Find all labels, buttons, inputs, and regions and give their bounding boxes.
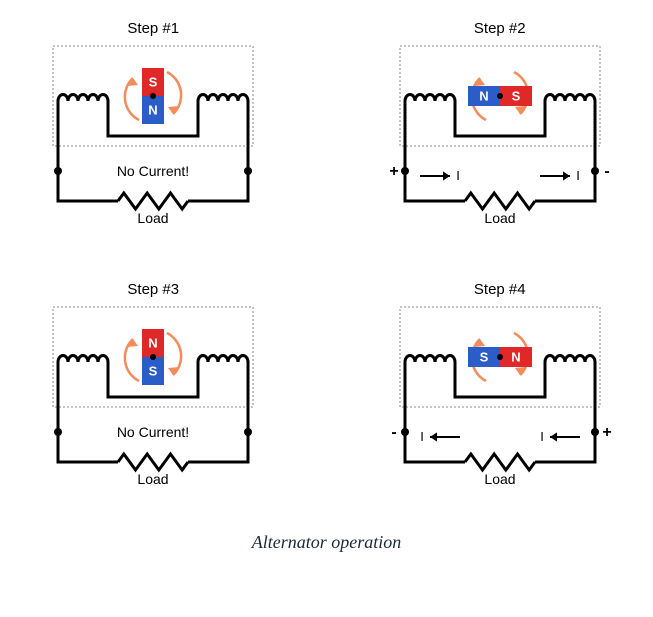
panel-step3: Step #3 NS No Current! Load xyxy=(20,281,287,502)
svg-text:+: + xyxy=(602,424,611,441)
step-title: Step #2 xyxy=(474,20,526,37)
svg-text:S: S xyxy=(149,364,158,379)
step-title: Step #4 xyxy=(474,281,526,298)
step-title: Step #1 xyxy=(127,20,179,37)
svg-text:-: - xyxy=(391,424,396,441)
circuit-diagram: S N I I - + Load xyxy=(380,302,620,502)
panel-step4: Step #4 S N I I - + Load xyxy=(367,281,634,502)
svg-text:I: I xyxy=(540,429,544,444)
svg-text:N: N xyxy=(149,336,158,351)
load-label: Load xyxy=(138,210,169,226)
panel-step1: Step #1 SN No Current! Load xyxy=(20,20,287,241)
circuit-diagram: N S I I + - Load xyxy=(380,41,620,241)
load-label: Load xyxy=(484,210,515,226)
svg-text:I: I xyxy=(576,168,580,183)
circuit-diagram: NS No Current! Load xyxy=(33,302,273,502)
panel-step2: Step #2 N S I I + - Load xyxy=(367,20,634,241)
current-status-text: No Current! xyxy=(117,424,189,440)
svg-text:+: + xyxy=(389,163,398,180)
figure-caption: Alternator operation xyxy=(20,532,633,553)
svg-text:I: I xyxy=(456,168,460,183)
svg-text:N: N xyxy=(149,103,158,118)
svg-text:-: - xyxy=(604,163,609,180)
svg-text:S: S xyxy=(149,75,158,90)
svg-text:N: N xyxy=(479,89,488,104)
step-title: Step #3 xyxy=(127,281,179,298)
load-label: Load xyxy=(484,471,515,487)
load-label: Load xyxy=(138,471,169,487)
svg-text:S: S xyxy=(479,350,488,365)
svg-text:S: S xyxy=(511,89,520,104)
svg-text:N: N xyxy=(511,350,520,365)
circuit-diagram: SN No Current! Load xyxy=(33,41,273,241)
current-status-text: No Current! xyxy=(117,163,189,179)
svg-text:I: I xyxy=(420,429,424,444)
